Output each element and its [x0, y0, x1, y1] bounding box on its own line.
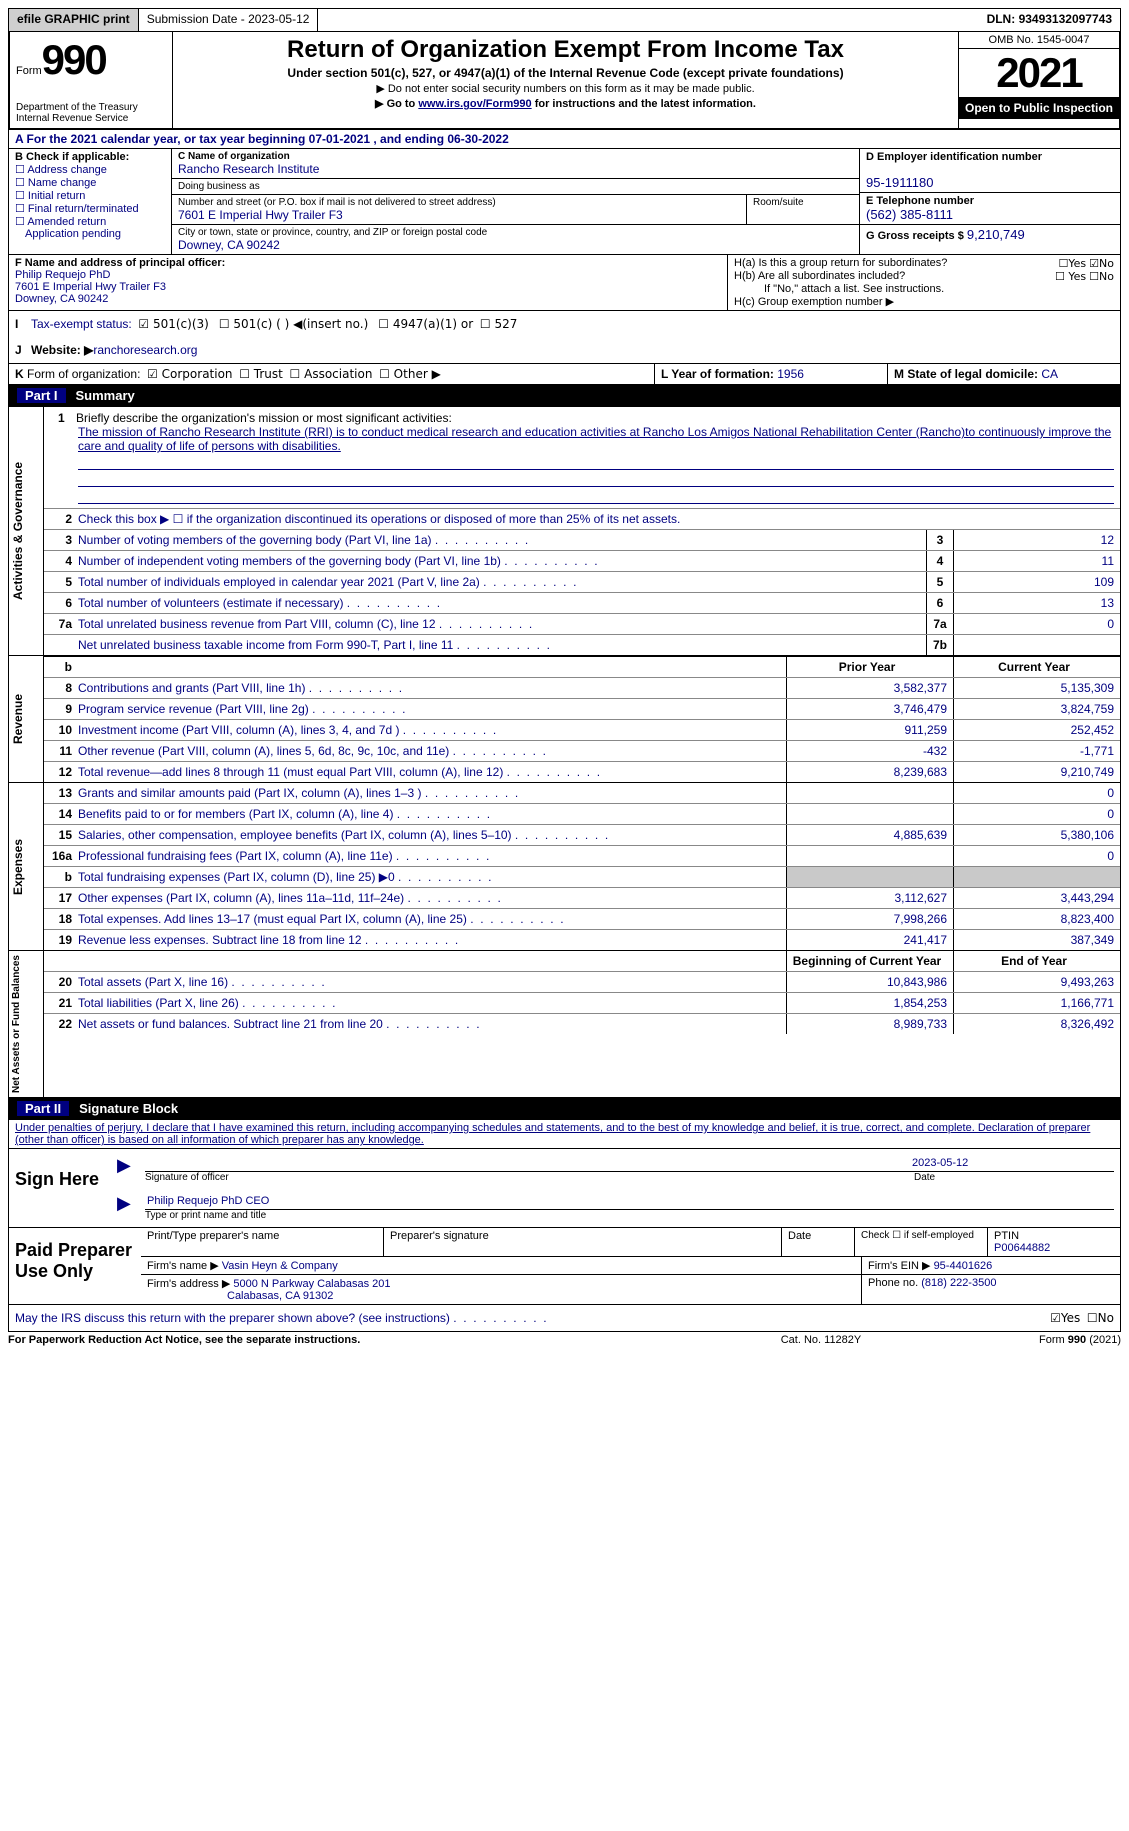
subtitle-1: Under section 501(c), 527, or 4947(a)(1)… [179, 66, 952, 80]
dln: DLN: 93493132097743 [979, 9, 1120, 31]
ein: 95-1911180 [866, 175, 933, 190]
row-fh: F Name and address of principal officer:… [8, 255, 1121, 311]
subtitle-3: ▶ Go to www.irs.gov/Form990 for instruct… [179, 97, 952, 110]
expenses: Expenses 13Grants and similar amounts pa… [8, 783, 1121, 951]
row-a: A For the 2021 calendar year, or tax yea… [8, 130, 1121, 149]
gross-receipts: 9,210,749 [967, 227, 1025, 242]
col-b: B Check if applicable: Address change Na… [9, 149, 172, 254]
form-header: Form990 Department of the Treasury Inter… [8, 32, 1121, 130]
col-c: C Name of organization Rancho Research I… [172, 149, 859, 254]
submission-date: Submission Date - 2023-05-12 [139, 9, 319, 31]
city: Downey, CA 90242 [178, 238, 853, 252]
discuss-row: May the IRS discuss this return with the… [8, 1305, 1121, 1332]
block-bcd: B Check if applicable: Address change Na… [8, 149, 1121, 255]
sign-here: Sign Here ▶ 2023-05-12 Signature of offi… [8, 1149, 1121, 1228]
footer: For Paperwork Reduction Act Notice, see … [8, 1332, 1121, 1348]
principal-officer: F Name and address of principal officer:… [9, 255, 727, 310]
part-ii-header: Part IISignature Block [8, 1098, 1121, 1120]
form-title: Return of Organization Exempt From Incom… [179, 36, 952, 64]
officer-name: Philip Requejo PhD CEO [145, 1193, 1114, 1209]
phone: (562) 385-8111 [866, 207, 953, 222]
part-i-header: Part ISummary [8, 385, 1121, 407]
org-name: Rancho Research Institute [178, 162, 853, 176]
omb: OMB No. 1545-0047 [959, 32, 1119, 49]
paid-preparer: Paid Preparer Use Only Print/Type prepar… [8, 1228, 1121, 1305]
website[interactable]: ranchoresearch.org [93, 343, 197, 357]
row-klm: K Form of organization: ☑ Corporation ☐ … [8, 364, 1121, 385]
firm-ein: 95-4401626 [934, 1260, 993, 1272]
net-assets: Net Assets or Fund Balances Beginning of… [8, 951, 1121, 1098]
irs-link[interactable]: www.irs.gov/Form990 [418, 98, 531, 110]
form-id: Form990 Department of the Treasury Inter… [10, 32, 173, 128]
street: 7601 E Imperial Hwy Trailer F3 [178, 208, 740, 222]
tax-year: 2021 [959, 49, 1119, 97]
col-d: D Employer identification number 95-1911… [859, 149, 1120, 254]
subtitle-2: ▶ Do not enter social security numbers o… [179, 82, 952, 95]
firm-phone: (818) 222-3500 [921, 1277, 996, 1289]
ptin: P00644882 [994, 1242, 1050, 1254]
activities-governance: Activities & Governance 1 Briefly descri… [8, 407, 1121, 656]
perjury-text: Under penalties of perjury, I declare th… [8, 1120, 1121, 1149]
group-return: H(a) Is this a group return for subordin… [727, 255, 1120, 310]
efile-button[interactable]: efile GRAPHIC print [9, 9, 139, 31]
revenue: Revenue b Prior YearCurrent Year 8Contri… [8, 656, 1121, 783]
row-j: J Website: ▶ ranchoresearch.org [8, 337, 1121, 364]
open-inspection: Open to Public Inspection [959, 97, 1119, 119]
row-i: I Tax-exempt status: ☑ 501(c)(3) ☐ 501(c… [8, 311, 1121, 337]
mission-text: The mission of Rancho Research Institute… [78, 425, 1114, 453]
firm-name: Vasin Heyn & Company [222, 1260, 338, 1272]
topbar: efile GRAPHIC print Submission Date - 20… [8, 8, 1121, 32]
